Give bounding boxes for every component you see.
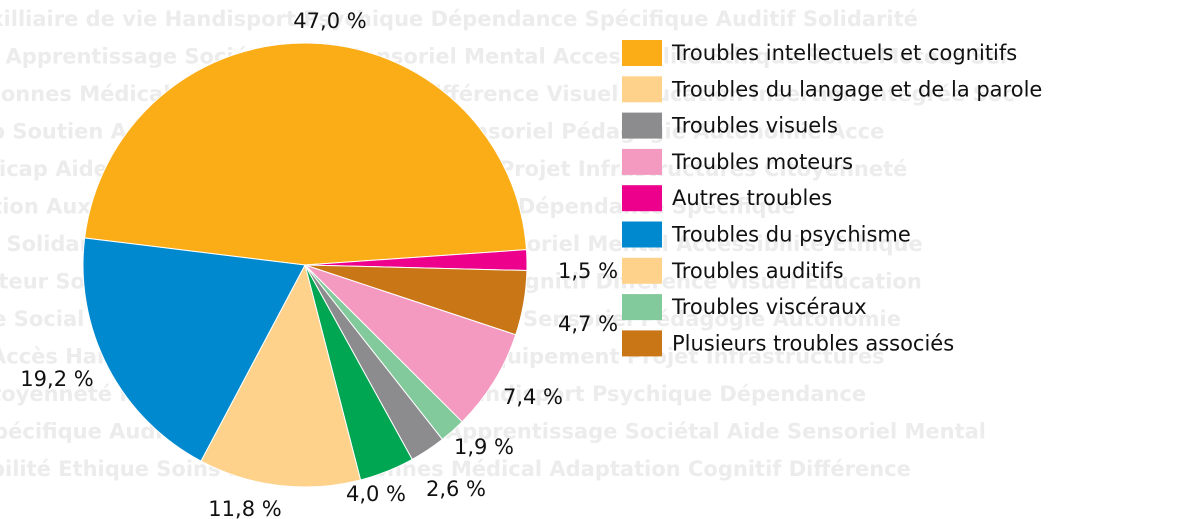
slice-label: 1,9 %	[454, 435, 514, 459]
background-word-line: xilliaire de vie Handisport Psychique Dé…	[0, 7, 918, 31]
legend-swatch	[622, 76, 662, 103]
pie-slice	[84, 42, 528, 266]
slice-label: 4,0 %	[346, 482, 406, 506]
legend-label: Troubles intellectuels et cognitifs	[671, 41, 1017, 65]
legend-swatch	[622, 257, 662, 284]
legend-label: Troubles du langage et de la parole	[671, 77, 1042, 101]
slice-label: 7,4 %	[503, 385, 563, 409]
background-word-line: e Apprentissage Sociétal Aide Sensoriel …	[0, 45, 1011, 69]
pie-slice	[200, 263, 362, 488]
legend-swatch	[622, 330, 662, 357]
legend-label: Autres troubles	[672, 186, 832, 210]
legend-swatch	[622, 112, 662, 139]
legend-label: Plusieurs troubles associés	[672, 331, 954, 355]
legend-swatch	[622, 40, 662, 66]
legend-swatch	[622, 185, 662, 212]
pie-slice	[82, 237, 306, 462]
legend-label: Troubles moteurs	[671, 150, 853, 174]
slice-label: 47,0 %	[293, 9, 366, 33]
legend-label: Troubles auditifs	[671, 259, 844, 283]
legend-swatch	[622, 148, 662, 175]
slice-label: 11,8 %	[208, 497, 281, 519]
pie-slice	[304, 264, 517, 423]
slice-label: 1,5 %	[558, 259, 618, 283]
background-word-line: bilité Ethique Soins Moteur Personnes Mé…	[0, 457, 911, 481]
legend-label: Troubles du psychisme	[671, 223, 911, 247]
legend-swatch	[622, 221, 662, 248]
slice-label: 19,2 %	[20, 367, 93, 391]
legend-label: Troubles visuels	[671, 114, 838, 138]
legend-swatch	[622, 294, 662, 321]
slice-label: 4,7 %	[558, 312, 618, 336]
legend-label: Troubles viscéraux	[671, 295, 867, 319]
slice-label: 2,6 %	[426, 477, 486, 501]
